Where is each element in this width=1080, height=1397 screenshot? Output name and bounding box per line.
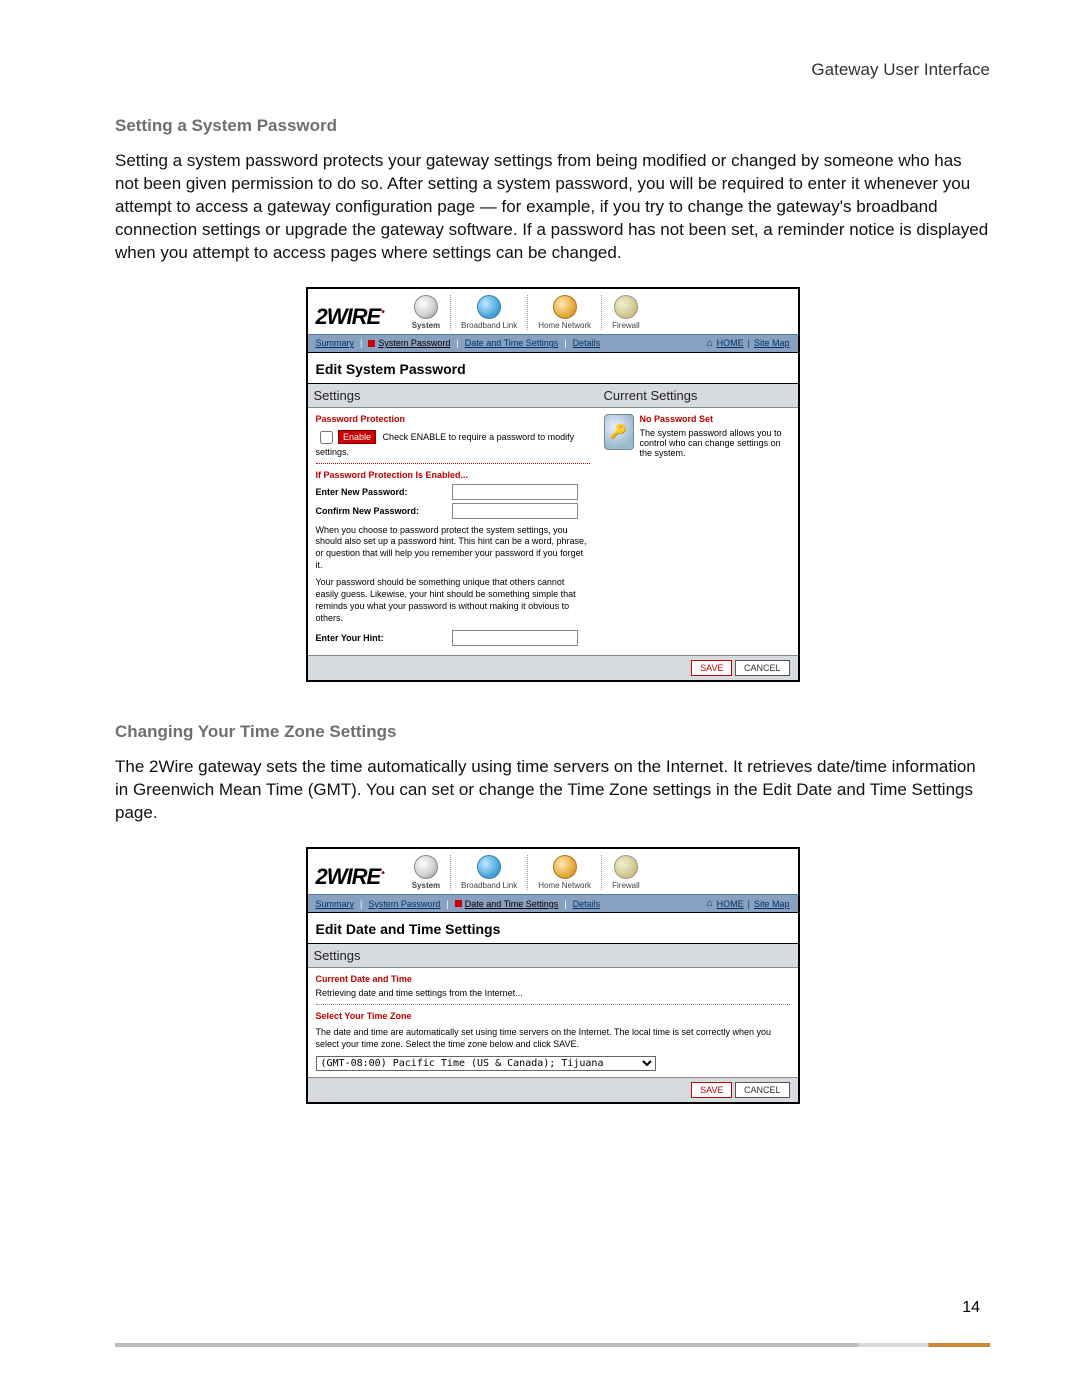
- subnav-summary[interactable]: Summary: [316, 899, 355, 909]
- section-body-timezone: The 2Wire gateway sets the time automati…: [115, 756, 990, 825]
- save-button[interactable]: SAVE: [691, 660, 732, 676]
- logo: 2WIRE•: [316, 304, 384, 330]
- timezone-help-text: The date and time are automatically set …: [316, 1027, 790, 1050]
- page-title: Edit Date and Time Settings: [308, 913, 798, 943]
- logo: 2WIRE•: [316, 864, 384, 890]
- home-network-icon: [553, 295, 577, 319]
- select-timezone-heading: Select Your Time Zone: [316, 1011, 790, 1021]
- section-heading-timezone: Changing Your Time Zone Settings: [115, 722, 990, 742]
- key-icon: 🔑: [604, 414, 634, 450]
- firewall-icon: [614, 295, 638, 319]
- page-title: Edit System Password: [308, 353, 798, 383]
- home-icon: ⌂: [707, 338, 713, 349]
- system-icon: [414, 855, 438, 879]
- nav-home-network[interactable]: Home Network: [527, 855, 601, 890]
- help-text-unique: Your password should be something unique…: [316, 577, 590, 624]
- label-new-password: Enter New Password:: [316, 487, 446, 497]
- current-settings-heading: Current Settings: [598, 384, 798, 408]
- password-protection-heading: Password Protection: [316, 414, 590, 424]
- firewall-icon: [614, 855, 638, 879]
- label-confirm-password: Confirm New Password:: [316, 506, 446, 516]
- current-settings-desc: The system password allows you to contro…: [640, 428, 792, 458]
- nav-broadband[interactable]: Broadband Link: [450, 295, 527, 330]
- home-icon: ⌂: [707, 898, 713, 909]
- active-indicator-icon: [368, 340, 375, 347]
- page-header: Gateway User Interface: [115, 60, 990, 80]
- save-button[interactable]: SAVE: [691, 1082, 732, 1098]
- screenshot-edit-datetime: 2WIRE• System Broadband Link Home Networ…: [306, 847, 800, 1104]
- footer-divider: [115, 1343, 990, 1347]
- cancel-button[interactable]: CANCEL: [735, 1082, 790, 1098]
- nav-firewall[interactable]: Firewall: [601, 295, 650, 330]
- no-password-set: No Password Set: [640, 414, 792, 424]
- current-date-time-heading: Current Date and Time: [316, 974, 790, 984]
- page-number: 14: [962, 1299, 980, 1317]
- retrieving-text: Retrieving date and time settings from t…: [316, 988, 790, 998]
- home-network-icon: [553, 855, 577, 879]
- subnav-date-time[interactable]: Date and Time Settings: [465, 338, 559, 348]
- nav-broadband[interactable]: Broadband Link: [450, 855, 527, 890]
- input-hint[interactable]: [452, 630, 578, 646]
- settings-heading: Settings: [308, 944, 798, 968]
- system-icon: [414, 295, 438, 319]
- section-heading-password: Setting a System Password: [115, 116, 990, 136]
- input-new-password[interactable]: [452, 484, 578, 500]
- input-confirm-password[interactable]: [452, 503, 578, 519]
- section-body-password: Setting a system password protects your …: [115, 150, 990, 265]
- if-enabled-heading: If Password Protection Is Enabled...: [316, 470, 590, 480]
- nav-firewall[interactable]: Firewall: [601, 855, 650, 890]
- cancel-button[interactable]: CANCEL: [735, 660, 790, 676]
- enable-checkbox[interactable]: [320, 431, 333, 444]
- subnav-system-password[interactable]: System Password: [368, 899, 440, 909]
- link-home[interactable]: HOME: [717, 338, 744, 348]
- broadband-icon: [477, 855, 501, 879]
- subnav-date-time[interactable]: Date and Time Settings: [465, 899, 559, 909]
- settings-heading: Settings: [308, 384, 598, 408]
- subnav-details[interactable]: Details: [573, 338, 601, 348]
- link-home[interactable]: HOME: [717, 899, 744, 909]
- help-text-hint: When you choose to password protect the …: [316, 525, 590, 572]
- active-indicator-icon: [455, 900, 462, 907]
- nav-home-network[interactable]: Home Network: [527, 295, 601, 330]
- broadband-icon: [477, 295, 501, 319]
- enable-badge: Enable: [338, 430, 376, 444]
- subnav-summary[interactable]: Summary: [316, 338, 355, 348]
- screenshot-edit-password: 2WIRE• System Broadband Link Home Networ…: [306, 287, 800, 683]
- timezone-select[interactable]: (GMT-08:00) Pacific Time (US & Canada); …: [316, 1056, 656, 1071]
- nav-system[interactable]: System: [402, 295, 450, 330]
- link-sitemap[interactable]: Site Map: [754, 338, 790, 348]
- nav-system[interactable]: System: [402, 855, 450, 890]
- link-sitemap[interactable]: Site Map: [754, 899, 790, 909]
- label-hint: Enter Your Hint:: [316, 633, 446, 643]
- subnav-system-password[interactable]: System Password: [378, 338, 450, 348]
- subnav-details[interactable]: Details: [573, 899, 601, 909]
